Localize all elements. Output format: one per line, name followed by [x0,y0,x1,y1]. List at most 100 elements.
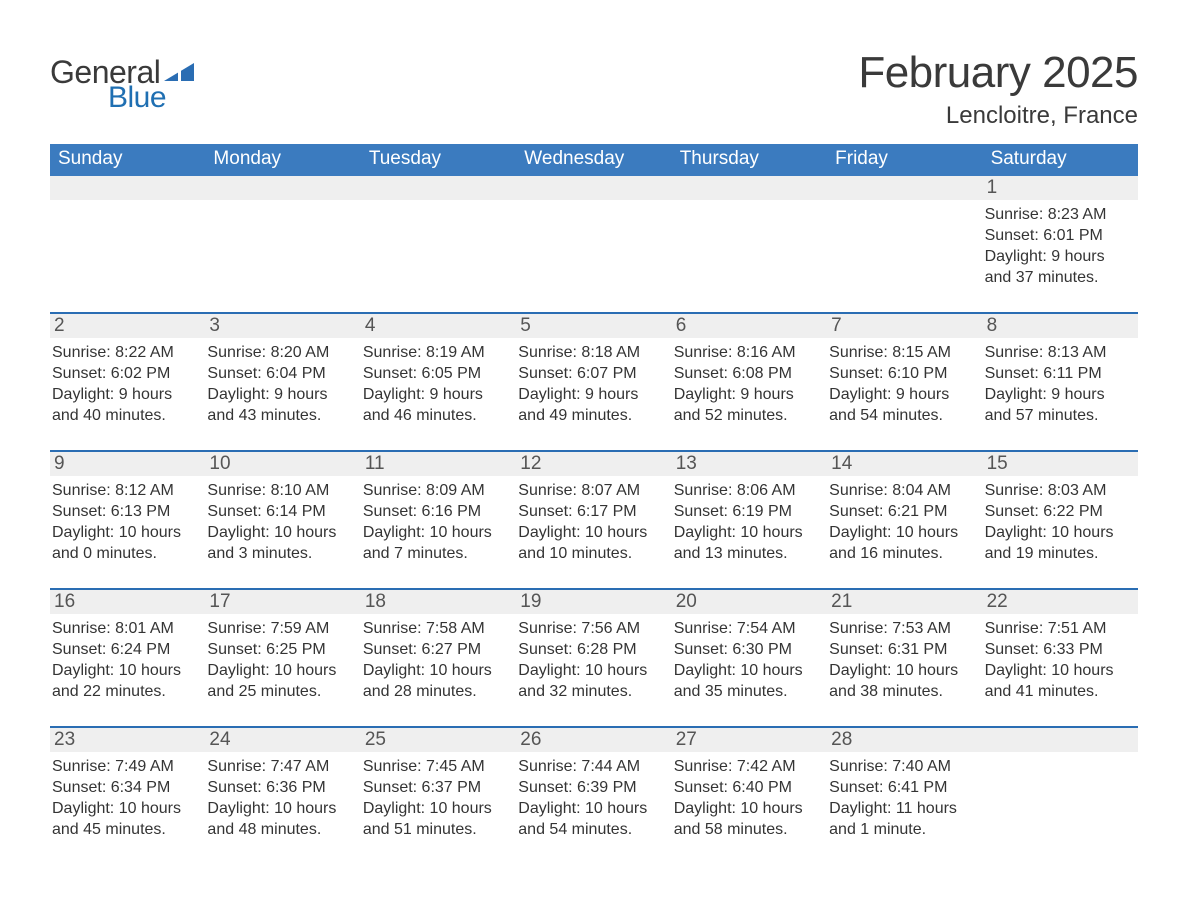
day-cell: 13Sunrise: 8:06 AMSunset: 6:19 PMDayligh… [672,452,827,566]
day-number: 10 [205,452,360,476]
day-number: 15 [983,452,1138,476]
sunrise-line: Sunrise: 8:03 AM [985,480,1132,501]
day-cell: 25Sunrise: 7:45 AMSunset: 6:37 PMDayligh… [361,728,516,842]
day-number: 3 [205,314,360,338]
daylight-line: Daylight: 10 hours and 22 minutes. [52,660,199,702]
empty-cell [672,176,827,290]
day-details: Sunrise: 7:58 AMSunset: 6:27 PMDaylight:… [361,614,516,702]
sunset-line: Sunset: 6:17 PM [518,501,665,522]
daylight-line: Daylight: 9 hours and 37 minutes. [985,246,1132,288]
sunrise-line: Sunrise: 8:10 AM [207,480,354,501]
day-number: 27 [672,728,827,752]
sunrise-line: Sunrise: 7:53 AM [829,618,976,639]
dow-monday: Monday [205,144,360,176]
day-number: 4 [361,314,516,338]
sunset-line: Sunset: 6:19 PM [674,501,821,522]
day-number: 16 [50,590,205,614]
sunrise-line: Sunrise: 8:22 AM [52,342,199,363]
day-details: Sunrise: 8:22 AMSunset: 6:02 PMDaylight:… [50,338,205,426]
sunset-line: Sunset: 6:37 PM [363,777,510,798]
day-details: Sunrise: 8:19 AMSunset: 6:05 PMDaylight:… [361,338,516,426]
sunrise-line: Sunrise: 8:15 AM [829,342,976,363]
daylight-line: Daylight: 10 hours and 58 minutes. [674,798,821,840]
day-number [983,728,1138,752]
sunset-line: Sunset: 6:36 PM [207,777,354,798]
sunset-line: Sunset: 6:02 PM [52,363,199,384]
sunrise-line: Sunrise: 8:12 AM [52,480,199,501]
day-cell: 10Sunrise: 8:10 AMSunset: 6:14 PMDayligh… [205,452,360,566]
day-number: 26 [516,728,671,752]
day-number: 23 [50,728,205,752]
sunset-line: Sunset: 6:25 PM [207,639,354,660]
day-number: 28 [827,728,982,752]
day-cell: 6Sunrise: 8:16 AMSunset: 6:08 PMDaylight… [672,314,827,428]
daylight-line: Daylight: 10 hours and 3 minutes. [207,522,354,564]
sunset-line: Sunset: 6:22 PM [985,501,1132,522]
day-cell: 22Sunrise: 7:51 AMSunset: 6:33 PMDayligh… [983,590,1138,704]
week-row: 9Sunrise: 8:12 AMSunset: 6:13 PMDaylight… [50,450,1138,566]
daylight-line: Daylight: 9 hours and 54 minutes. [829,384,976,426]
day-details: Sunrise: 7:49 AMSunset: 6:34 PMDaylight:… [50,752,205,840]
daylight-line: Daylight: 10 hours and 54 minutes. [518,798,665,840]
day-number: 6 [672,314,827,338]
day-cell: 7 Sunrise: 8:15 AMSunset: 6:10 PMDaylight… [827,314,982,428]
sunrise-line: Sunrise: 7:45 AM [363,756,510,777]
daylight-line: Daylight: 10 hours and 51 minutes. [363,798,510,840]
location: Lencloitre, France [858,102,1138,130]
sunset-line: Sunset: 6:10 PM [829,363,976,384]
day-number: 7 [827,314,982,338]
day-number [50,176,205,200]
sunset-line: Sunset: 6:39 PM [518,777,665,798]
dow-sunday: Sunday [50,144,205,176]
day-number: 20 [672,590,827,614]
day-number: 14 [827,452,982,476]
brand-logo: General Blue [50,54,198,115]
day-cell: 27Sunrise: 7:42 AMSunset: 6:40 PMDayligh… [672,728,827,842]
sunset-line: Sunset: 6:30 PM [674,639,821,660]
day-details: Sunrise: 8:09 AMSunset: 6:16 PMDaylight:… [361,476,516,564]
sunset-line: Sunset: 6:31 PM [829,639,976,660]
sunrise-line: Sunrise: 8:18 AM [518,342,665,363]
title-block: February 2025 Lencloitre, France [858,48,1138,130]
daylight-line: Daylight: 10 hours and 13 minutes. [674,522,821,564]
daylight-line: Daylight: 10 hours and 32 minutes. [518,660,665,702]
daylight-line: Daylight: 10 hours and 41 minutes. [985,660,1132,702]
brand-mark-icon [164,61,198,88]
sunrise-line: Sunrise: 7:54 AM [674,618,821,639]
week-row: 23Sunrise: 7:49 AMSunset: 6:34 PMDayligh… [50,726,1138,842]
daylight-line: Daylight: 10 hours and 16 minutes. [829,522,976,564]
sunrise-line: Sunrise: 7:59 AM [207,618,354,639]
sunrise-line: Sunrise: 7:40 AM [829,756,976,777]
sunset-line: Sunset: 6:41 PM [829,777,976,798]
day-details: Sunrise: 8:01 AMSunset: 6:24 PMDaylight:… [50,614,205,702]
daylight-line: Daylight: 10 hours and 7 minutes. [363,522,510,564]
daylight-line: Daylight: 9 hours and 57 minutes. [985,384,1132,426]
day-details: Sunrise: 8:06 AMSunset: 6:19 PMDaylight:… [672,476,827,564]
day-cell: 26Sunrise: 7:44 AMSunset: 6:39 PMDayligh… [516,728,671,842]
sunrise-line: Sunrise: 8:20 AM [207,342,354,363]
day-cell: 11Sunrise: 8:09 AMSunset: 6:16 PMDayligh… [361,452,516,566]
day-number: 22 [983,590,1138,614]
empty-cell [205,176,360,290]
sunset-line: Sunset: 6:34 PM [52,777,199,798]
daylight-line: Daylight: 10 hours and 45 minutes. [52,798,199,840]
day-details: Sunrise: 8:20 AMSunset: 6:04 PMDaylight:… [205,338,360,426]
daylight-line: Daylight: 10 hours and 48 minutes. [207,798,354,840]
day-cell: 20Sunrise: 7:54 AMSunset: 6:30 PMDayligh… [672,590,827,704]
daylight-line: Daylight: 9 hours and 43 minutes. [207,384,354,426]
day-details: Sunrise: 8:12 AMSunset: 6:13 PMDaylight:… [50,476,205,564]
daylight-line: Daylight: 9 hours and 40 minutes. [52,384,199,426]
day-details: Sunrise: 7:42 AMSunset: 6:40 PMDaylight:… [672,752,827,840]
day-details: Sunrise: 8:07 AMSunset: 6:17 PMDaylight:… [516,476,671,564]
week-row: 16Sunrise: 8:01 AMSunset: 6:24 PMDayligh… [50,588,1138,704]
day-cell: 17Sunrise: 7:59 AMSunset: 6:25 PMDayligh… [205,590,360,704]
day-details: Sunrise: 7:59 AMSunset: 6:25 PMDaylight:… [205,614,360,702]
sunset-line: Sunset: 6:33 PM [985,639,1132,660]
day-cell: 23Sunrise: 7:49 AMSunset: 6:34 PMDayligh… [50,728,205,842]
dow-friday: Friday [827,144,982,176]
week-row: 1Sunrise: 8:23 AMSunset: 6:01 PMDaylight… [50,176,1138,290]
day-number: 1 [983,176,1138,200]
day-cell: 15Sunrise: 8:03 AMSunset: 6:22 PMDayligh… [983,452,1138,566]
sunrise-line: Sunrise: 7:47 AM [207,756,354,777]
day-cell: 19Sunrise: 7:56 AMSunset: 6:28 PMDayligh… [516,590,671,704]
